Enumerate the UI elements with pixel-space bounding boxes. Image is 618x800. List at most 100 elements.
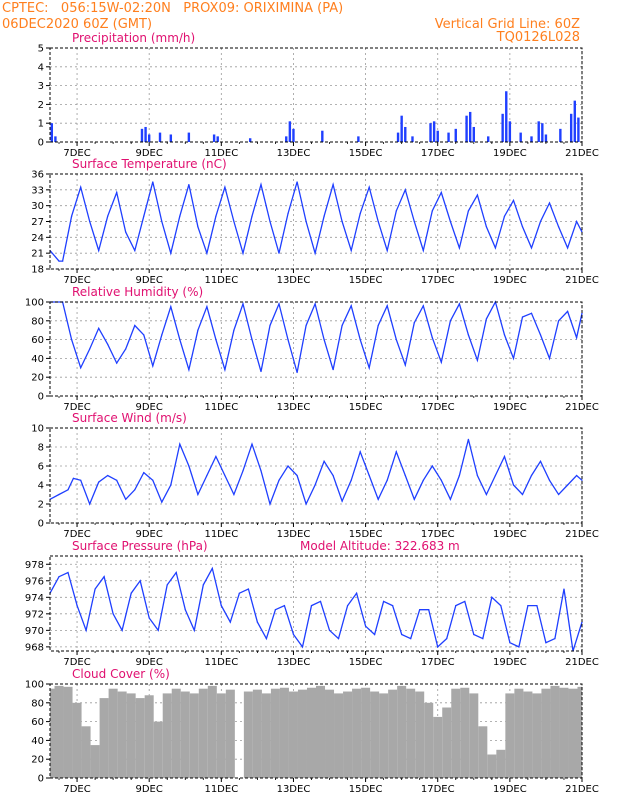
temp-point	[305, 220, 307, 223]
cloud-bar	[72, 702, 82, 778]
cloud-bar	[433, 716, 443, 778]
wind-point	[548, 479, 551, 481]
pressure-point	[410, 638, 412, 640]
humidity-xtick-label: 11DEC	[204, 402, 238, 413]
cloud-bar	[451, 688, 461, 778]
cloud-panel: Cloud Cover (%) 0 20 40 60 80 100 7DEC 9DEC 11DEC…	[25, 667, 599, 795]
wind-point	[557, 493, 560, 496]
humidity-point	[377, 324, 379, 327]
wind-point	[359, 451, 361, 453]
wind-point	[368, 474, 370, 477]
pressure-xtick-label: 13DEC	[277, 657, 311, 668]
pressure-ytick-label: 978	[25, 560, 44, 571]
cloud-bar	[424, 702, 434, 778]
pressure-point	[482, 638, 484, 640]
cloud-bar	[415, 691, 425, 778]
pressure-point	[337, 638, 340, 640]
temp-point	[287, 212, 289, 215]
wind-point	[224, 474, 226, 477]
wind-point	[260, 470, 262, 472]
precip-bar	[411, 136, 414, 142]
precip-bar	[321, 130, 324, 142]
pressure-annotation: Model Altitude: 322.683 m	[300, 539, 460, 553]
pressure-point	[283, 604, 286, 607]
temp-point	[197, 226, 199, 228]
temp-point	[548, 202, 551, 204]
wind-point	[512, 484, 515, 486]
cloud-bar	[153, 721, 163, 778]
temp-xtick-label: 19DEC	[493, 275, 527, 286]
wind-point	[80, 479, 82, 481]
precip-bar	[577, 117, 580, 142]
humidity-point	[557, 320, 560, 322]
humidity-point	[71, 339, 73, 341]
cloud-ytick-label: 100	[25, 680, 44, 691]
temp-point	[314, 252, 316, 254]
wind-point	[170, 484, 172, 486]
humidity-point	[323, 339, 325, 341]
cloud-bar	[189, 693, 199, 778]
temp-point	[125, 231, 127, 233]
pressure-point	[256, 621, 258, 623]
wind-point	[67, 489, 69, 491]
pressure-point	[139, 580, 141, 582]
cloud-bar	[81, 726, 91, 778]
wind-point	[485, 493, 488, 496]
humidity-point	[350, 305, 352, 307]
pressure-point	[292, 633, 295, 636]
pressure-frame	[49, 555, 583, 652]
temp-point	[521, 226, 524, 228]
humidity-ytick-label: 0	[38, 392, 44, 403]
temp-point	[359, 212, 361, 215]
precip-ytick-label: 5	[38, 44, 44, 55]
humidity-xtick-label: 7DEC	[63, 402, 90, 413]
cloud-bar	[171, 688, 181, 778]
temp-panel: Surface Temperature (nC) 18 21 24 27 30 33 36 7D…	[31, 157, 599, 286]
temp-point	[467, 210, 469, 212]
precip-bar	[292, 128, 295, 142]
temp-point	[215, 215, 217, 217]
pressure-ytick-label: 972	[25, 609, 44, 620]
precip-frame	[49, 47, 583, 143]
pressure-point	[319, 600, 322, 603]
temp-point	[440, 191, 442, 194]
cloud-ytick-label: 20	[31, 755, 44, 766]
cloud-bar	[297, 689, 307, 778]
cloud-bar	[50, 688, 55, 778]
humidity-point	[395, 339, 397, 341]
precip-xtick-label: 19DEC	[493, 148, 527, 159]
wind-point	[404, 474, 406, 477]
temp-point	[341, 220, 343, 223]
pressure-point	[428, 609, 430, 611]
pressure-point	[157, 629, 159, 631]
humidity-point	[233, 329, 235, 331]
precip-ytick-label: 4	[38, 62, 44, 73]
temp-point	[296, 181, 298, 183]
wind-point	[206, 474, 208, 477]
precip-xtick-label: 11DEC	[204, 148, 238, 159]
humidity-point	[368, 367, 370, 369]
pressure-point	[148, 617, 150, 619]
cloud-bar	[568, 688, 578, 778]
temp-point	[323, 215, 325, 217]
cloud-bar	[270, 688, 280, 778]
temp-xtick-label: 7DEC	[63, 275, 90, 286]
humidity-point	[314, 303, 316, 305]
pressure-point	[67, 571, 69, 574]
wind-ytick-label: 10	[31, 424, 44, 435]
header: CPTEC: 056:15W-02:20N PROX09: ORIXIMINA …	[2, 1, 580, 45]
humidity-point	[503, 334, 506, 336]
wind-point	[251, 443, 253, 445]
wind-point	[269, 503, 271, 505]
cloud-bar	[361, 687, 371, 778]
wind-point	[161, 501, 163, 503]
wind-point	[521, 493, 524, 496]
cloud-bar	[406, 688, 416, 778]
precip-bar	[519, 132, 522, 142]
pressure-point	[211, 567, 213, 569]
cloud-bar	[370, 691, 380, 778]
wind-point	[422, 479, 424, 481]
pressure-xtick-label: 19DEC	[493, 657, 527, 668]
pressure-point	[58, 576, 60, 578]
pressure-point	[328, 629, 331, 631]
